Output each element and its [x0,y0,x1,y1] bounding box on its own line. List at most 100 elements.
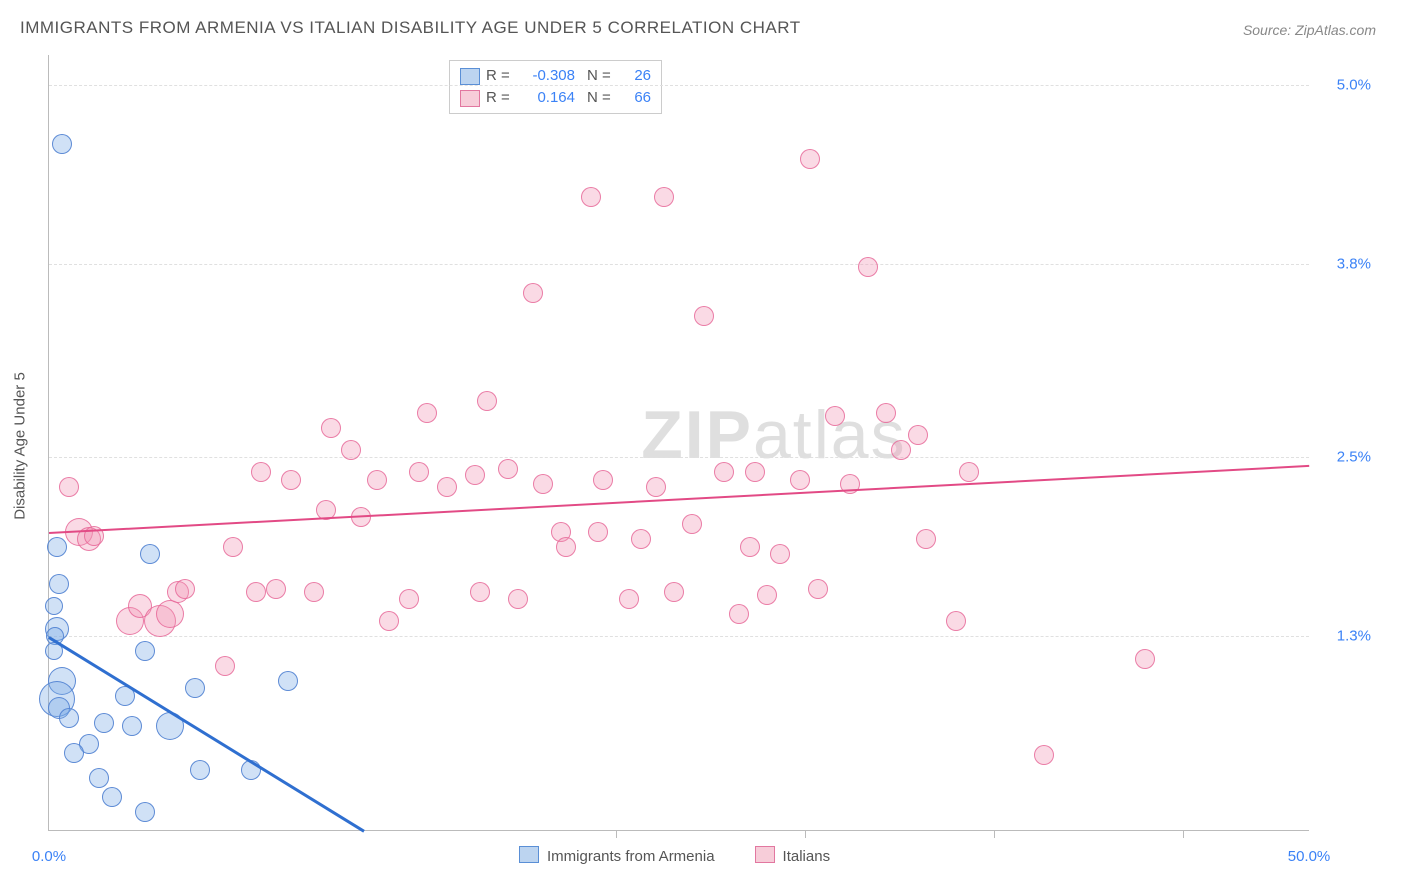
swatch-blue [460,68,480,85]
swatch-pink [460,90,480,107]
data-point [52,134,72,154]
data-point [215,656,235,676]
chart-title: IMMIGRANTS FROM ARMENIA VS ITALIAN DISAB… [20,18,801,38]
data-point [266,579,286,599]
legend-row-italians: R = 0.164 N = 66 [460,87,651,109]
legend-item-italians: Italians [755,846,831,865]
data-point [588,522,608,542]
r-label: R = [486,65,514,87]
data-point [223,537,243,557]
data-point [556,537,576,557]
data-point [379,611,399,631]
data-point [281,470,301,490]
data-point [367,470,387,490]
data-point [140,544,160,564]
data-point [959,462,979,482]
data-point [321,418,341,438]
data-point [682,514,702,534]
x-tick [994,830,995,838]
n-label: N = [587,65,615,87]
data-point [465,465,485,485]
data-point [533,474,553,494]
data-point [49,574,69,594]
data-point [1034,745,1054,765]
n-label: N = [587,87,615,109]
data-point [477,391,497,411]
data-point [89,768,109,788]
x-tick [1183,830,1184,838]
data-point [808,579,828,599]
legend-row-armenia: R = -0.308 N = 26 [460,65,651,87]
data-point [646,477,666,497]
y-tick-label: 1.3% [1337,628,1371,645]
data-point [437,477,457,497]
data-point [876,403,896,423]
data-point [740,537,760,557]
r-label: R = [486,87,514,109]
data-point [714,462,734,482]
data-point [694,306,714,326]
data-point [190,760,210,780]
data-point [94,713,114,733]
data-point [946,611,966,631]
data-point [64,743,84,763]
grid-line [49,85,1309,86]
data-point [891,440,911,460]
y-tick-label: 2.5% [1337,449,1371,466]
data-point [45,597,63,615]
source-attribution: Source: ZipAtlas.com [1243,22,1376,38]
data-point [757,585,777,605]
data-point [470,582,490,602]
x-tick-label: 50.0% [1288,848,1331,865]
data-point [156,600,184,628]
data-point [581,187,601,207]
data-point [908,425,928,445]
regression-line [48,636,364,832]
watermark: ZIPatlas [641,396,906,474]
grid-line [49,457,1309,458]
data-point [825,406,845,426]
data-point [47,537,67,557]
data-point [135,802,155,822]
n-value-armenia: 26 [621,65,651,87]
data-point [409,462,429,482]
x-tick-label: 0.0% [32,848,66,865]
regression-line [49,465,1309,534]
data-point [593,470,613,490]
data-point [135,641,155,661]
data-point [770,544,790,564]
y-tick-label: 5.0% [1337,76,1371,93]
legend-item-armenia: Immigrants from Armenia [519,846,715,865]
series-legend: Immigrants from Armenia Italians [519,846,830,865]
data-point [1135,649,1155,669]
data-point [251,462,271,482]
data-point [59,708,79,728]
data-point [246,582,266,602]
data-point [664,582,684,602]
n-value-italians: 66 [621,87,651,109]
x-tick [805,830,806,838]
y-axis-label: Disability Age Under 5 [12,372,29,520]
y-tick-label: 3.8% [1337,255,1371,272]
data-point [729,604,749,624]
correlation-legend: R = -0.308 N = 26 R = 0.164 N = 66 [449,60,662,114]
r-value-italians: 0.164 [520,87,575,109]
data-point [858,257,878,277]
data-point [790,470,810,490]
data-point [523,283,543,303]
data-point [102,787,122,807]
data-point [654,187,674,207]
data-point [619,589,639,609]
data-point [175,579,195,599]
data-point [800,149,820,169]
data-point [417,403,437,423]
grid-line [49,264,1309,265]
data-point [399,589,419,609]
data-point [341,440,361,460]
data-point [122,716,142,736]
data-point [278,671,298,691]
plot-area: ZIPatlas R = -0.308 N = 26 R = 0.164 N =… [48,55,1309,831]
data-point [304,582,324,602]
x-tick [616,830,617,838]
data-point [916,529,936,549]
